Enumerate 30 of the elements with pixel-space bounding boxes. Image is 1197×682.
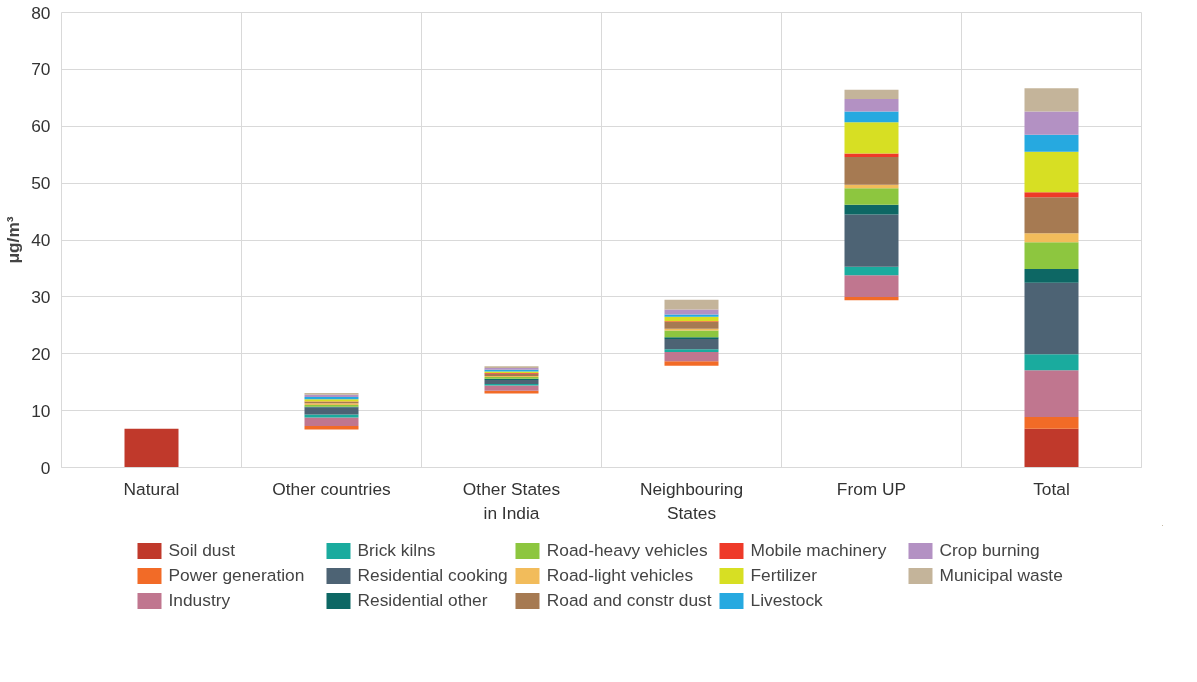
legend-label: Road-light vehicles (546, 564, 695, 586)
y-tick-label: 70 (31, 59, 51, 80)
legend-label: Road-heavy vehicles (546, 539, 708, 561)
y-tick-label: 60 (31, 116, 51, 137)
y-tick-label: 10 (31, 400, 51, 421)
legend-label: Brick kilns (357, 539, 437, 561)
legend-label: Residential cooking (357, 564, 508, 586)
y-tick-label: 0 (40, 457, 51, 478)
y-tick-label: 80 (31, 2, 51, 23)
legend-label: Soil dust (168, 539, 236, 561)
legend-label: Industry (168, 589, 232, 611)
x-tick-label: From UP (836, 478, 907, 499)
legend-label: Municipal waste (939, 564, 1064, 586)
legend-label: Fertilizer (750, 564, 818, 586)
x-tick-label: Other countries (272, 478, 392, 499)
x-tick-label: Total (1033, 478, 1070, 499)
legend-label: Mobile machinery (750, 539, 888, 561)
y-tick-label: 20 (31, 343, 51, 364)
y-tick-label: 30 (31, 286, 51, 307)
legend-label: Power generation (168, 564, 306, 586)
legend-label: Road and constr dust (546, 589, 712, 611)
legend-label: Crop burning (939, 539, 1041, 561)
y-tick-label: 40 (31, 230, 51, 250)
y-tick-label: 50 (31, 173, 51, 194)
x-tick-label: Natural (123, 478, 180, 499)
y-axis-title: μg/m³ (3, 216, 24, 264)
legend-label: Residential other (357, 589, 489, 611)
x-tick-label: Other States in India (462, 478, 561, 523)
legend-label: Livestock (750, 589, 824, 611)
x-tick-label: Neighbouring States (639, 478, 744, 523)
